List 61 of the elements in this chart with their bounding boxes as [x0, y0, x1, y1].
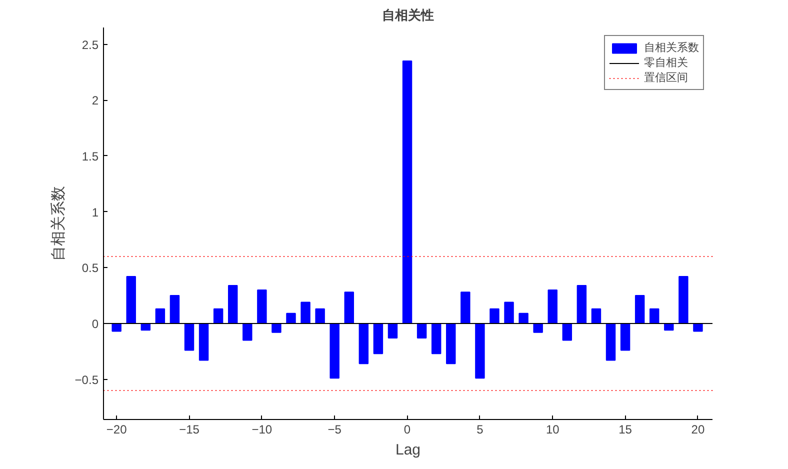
bar — [358, 322, 369, 364]
y-tick-label: 1.5 — [82, 149, 99, 164]
bar — [446, 322, 456, 364]
bar — [475, 322, 485, 379]
bar — [315, 308, 325, 324]
bar — [693, 322, 703, 332]
bar — [460, 292, 470, 324]
bar — [373, 322, 384, 354]
y-tick-label: 0.5 — [82, 261, 99, 276]
bar — [344, 292, 354, 324]
bar — [286, 312, 296, 324]
bar — [678, 276, 688, 324]
bar — [126, 276, 136, 324]
x-tick-label: −5 — [328, 422, 342, 436]
bar — [620, 322, 630, 351]
bar — [242, 322, 252, 341]
bar — [170, 295, 180, 324]
bar — [155, 308, 166, 324]
x-tick-label: −15 — [179, 422, 200, 436]
bar — [606, 322, 616, 361]
legend-label: 自相关系数 — [644, 40, 699, 55]
bar — [533, 322, 543, 333]
bar — [562, 322, 572, 341]
bar — [548, 289, 558, 324]
chart-title: 自相关性 — [382, 8, 434, 22]
bar — [591, 308, 602, 324]
y-tick-label: 2.5 — [82, 38, 99, 52]
bar — [213, 308, 224, 324]
bar — [112, 322, 122, 332]
bar — [431, 322, 442, 354]
x-tick-label: 20 — [691, 422, 705, 436]
bar — [650, 308, 660, 324]
bar — [257, 289, 267, 324]
bar — [576, 284, 587, 324]
y-tick-label: 2 — [92, 94, 99, 108]
bar — [272, 322, 282, 333]
x-tick-label: −10 — [252, 422, 272, 436]
bar — [416, 322, 427, 338]
bar — [198, 322, 209, 361]
bar — [634, 295, 645, 324]
x-tick-label: 15 — [618, 422, 632, 436]
x-tick-label: 0 — [404, 422, 411, 436]
bar — [330, 322, 340, 379]
bar — [518, 312, 528, 324]
x-tick-label: 10 — [546, 422, 560, 436]
x-tick-label: −20 — [106, 422, 128, 436]
bar — [388, 322, 398, 338]
y-tick-label: 0 — [92, 316, 99, 331]
bar — [504, 302, 514, 324]
x-axis-title: Lag — [395, 442, 421, 458]
legend-label: 置信区间 — [644, 71, 688, 85]
bar — [300, 302, 310, 324]
y-axis-title: 自相关系数 — [50, 186, 67, 261]
legend-label: 零自相关 — [644, 56, 688, 70]
bar — [184, 322, 194, 351]
x-tick-label: 5 — [476, 422, 484, 436]
bar — [402, 60, 412, 324]
bar — [490, 308, 500, 324]
y-tick-label: −0.5 — [74, 372, 99, 387]
y-tick-label: 1 — [92, 205, 99, 220]
bar — [228, 284, 238, 324]
